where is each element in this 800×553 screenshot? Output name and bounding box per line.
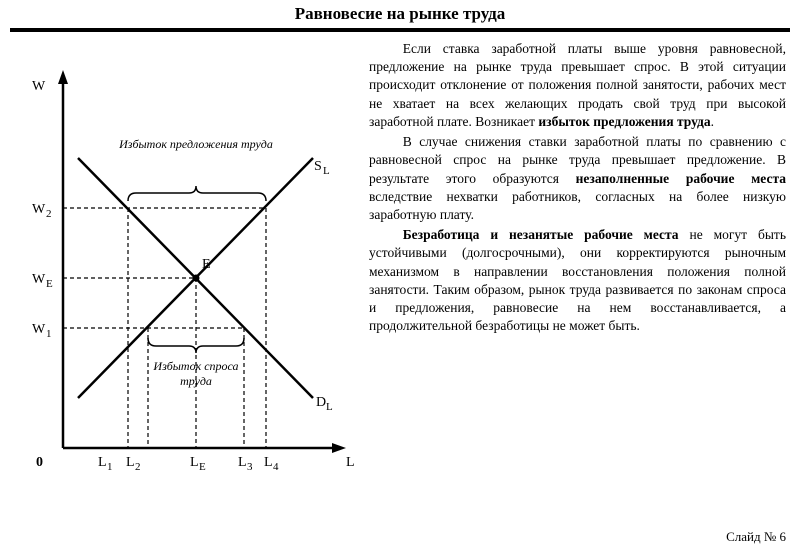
origin-label: 0 [36, 455, 43, 470]
supply-label: S [314, 159, 322, 174]
slide-title: Равновесие на рынке труда [0, 4, 800, 24]
svg-text:E: E [46, 278, 53, 290]
svg-text:2: 2 [135, 461, 141, 473]
svg-text:E: E [199, 461, 206, 473]
para-3: Безработица и незанятые рабочие места не… [369, 226, 786, 335]
w2-lab: W [32, 202, 46, 217]
slide-number: Слайд № 6 [726, 529, 786, 545]
bold-vacancies: незаполненные рабочие места [576, 171, 786, 186]
svg-text:2: 2 [46, 208, 52, 220]
chart-area: W L 0 Избыток предложения труда Избыток … [8, 38, 363, 488]
surplus-demand-l2: труда [180, 374, 212, 388]
surplus-supply-label: Избыток предложения труда [118, 137, 273, 151]
svg-text:1: 1 [46, 328, 52, 340]
x-axis-label: L [346, 455, 355, 470]
l4-lab: L [264, 455, 273, 470]
title-rule [10, 28, 790, 32]
bold-surplus-supply: избыток предложения труда [538, 114, 710, 129]
text-content: Если ставка заработной платы выше уровня… [363, 38, 792, 488]
brace-top [128, 186, 266, 201]
demand-label: D [316, 395, 326, 410]
demand-sub: L [326, 401, 333, 413]
we-lab: W [32, 272, 46, 287]
brace-bottom [148, 338, 244, 353]
l2-lab: L [126, 455, 135, 470]
x-arrow [332, 443, 346, 453]
svg-text:4: 4 [273, 461, 279, 473]
para-2: В случае снижения ставки заработной плат… [369, 133, 786, 224]
w1-lab: W [32, 322, 46, 337]
surplus-demand-l1: Избыток спроса [152, 359, 238, 373]
bold-unemployment: Безработица и незанятые рабочие места [403, 227, 679, 242]
eq-label: E [202, 257, 211, 272]
eq-point [193, 275, 200, 282]
l1-lab: L [98, 455, 107, 470]
y-arrow [58, 70, 68, 84]
svg-text:3: 3 [247, 461, 253, 473]
labor-market-chart: W L 0 Избыток предложения труда Избыток … [8, 38, 363, 488]
para-1: Если ставка заработной платы выше уровня… [369, 40, 786, 131]
y-axis-label: W [32, 79, 46, 94]
l3-lab: L [238, 455, 247, 470]
content-wrap: W L 0 Избыток предложения труда Избыток … [0, 38, 800, 488]
svg-text:1: 1 [107, 461, 113, 473]
supply-sub: L [323, 165, 330, 177]
le-lab: L [190, 455, 199, 470]
